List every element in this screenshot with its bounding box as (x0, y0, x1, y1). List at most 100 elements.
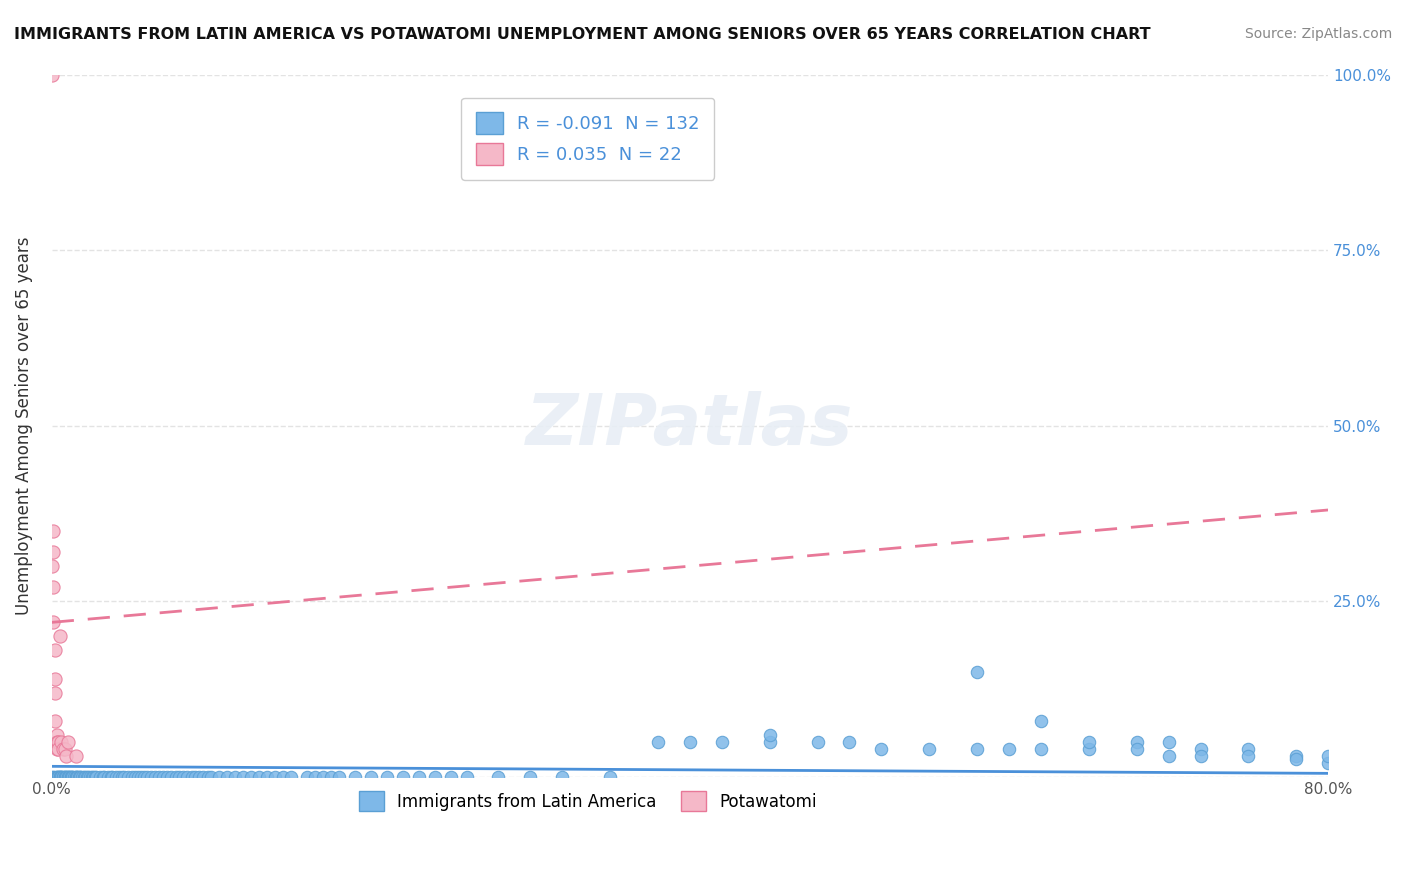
Point (52, 770, 75, 784)
Point (69, 770, 91, 784)
Point (66, 770, 89, 784)
Point (65, 770, 87, 784)
Point (264, 770, 287, 784)
Point (152, 770, 174, 784)
Point (1237, 748, 1260, 763)
Point (46, 770, 69, 784)
Point (65, 748, 87, 763)
Point (806, 735, 828, 749)
Point (187, 770, 209, 784)
Point (551, 770, 574, 784)
Point (343, 770, 366, 784)
Point (423, 770, 446, 784)
Point (75, 770, 97, 784)
Point (100, 770, 122, 784)
Point (45, 728, 67, 742)
Point (408, 770, 430, 784)
Point (176, 770, 198, 784)
Point (312, 770, 335, 784)
Point (240, 770, 263, 784)
Point (1029, 714, 1052, 728)
Point (69, 770, 91, 784)
Point (56, 770, 79, 784)
Point (1189, 748, 1212, 763)
Point (41, 68, 63, 82)
Point (998, 741, 1021, 756)
Point (375, 770, 398, 784)
Legend: Immigrants from Latin America, Potawatomi: Immigrants from Latin America, Potawatom… (346, 778, 831, 825)
Point (55, 748, 77, 763)
Point (758, 728, 780, 742)
Point (70, 770, 93, 784)
Point (51, 770, 73, 784)
Point (41, 559, 63, 574)
Point (67, 770, 90, 784)
Point (870, 741, 893, 756)
Point (56, 770, 79, 784)
Point (59, 770, 82, 784)
Point (42, 615, 65, 630)
Point (62, 770, 84, 784)
Point (55, 770, 77, 784)
Point (73, 770, 96, 784)
Point (62, 770, 84, 784)
Point (52, 770, 75, 784)
Point (46, 770, 69, 784)
Point (165, 770, 187, 784)
Point (224, 770, 246, 784)
Point (51, 735, 73, 749)
Point (89, 770, 111, 784)
Point (488, 770, 510, 784)
Point (48, 629, 70, 643)
Point (112, 770, 135, 784)
Text: Source: ZipAtlas.com: Source: ZipAtlas.com (1244, 27, 1392, 41)
Point (53, 741, 76, 756)
Point (271, 770, 294, 784)
Point (66, 770, 89, 784)
Point (319, 770, 342, 784)
Point (79, 770, 101, 784)
Point (91, 770, 114, 784)
Point (104, 770, 127, 784)
Point (82, 770, 104, 784)
Point (1157, 735, 1180, 749)
Point (710, 735, 733, 749)
Point (200, 770, 222, 784)
Point (80, 770, 103, 784)
Point (136, 770, 159, 784)
Point (134, 770, 156, 784)
Point (77, 770, 100, 784)
Point (1029, 741, 1052, 756)
Point (1125, 741, 1147, 756)
Point (193, 770, 215, 784)
Point (51, 770, 73, 784)
Point (44, 643, 66, 657)
Point (1077, 741, 1099, 756)
Point (59, 770, 82, 784)
Point (46, 741, 69, 756)
Point (647, 735, 669, 749)
Point (280, 770, 302, 784)
Point (52, 741, 75, 756)
Point (918, 741, 941, 756)
Point (58, 770, 80, 784)
Point (304, 770, 326, 784)
Point (145, 770, 167, 784)
Point (1285, 752, 1308, 766)
Point (232, 770, 254, 784)
Point (46, 735, 69, 749)
Point (121, 770, 143, 784)
Point (76, 770, 98, 784)
Point (1285, 748, 1308, 763)
Point (129, 770, 152, 784)
Point (63, 770, 86, 784)
Point (53, 770, 76, 784)
Y-axis label: Unemployment Among Seniors over 65 years: Unemployment Among Seniors over 65 years (15, 236, 32, 615)
Point (838, 735, 860, 749)
Point (42, 770, 65, 784)
Point (107, 770, 129, 784)
Point (127, 770, 149, 784)
Point (328, 770, 350, 784)
Point (45, 741, 67, 756)
Point (42, 545, 65, 559)
